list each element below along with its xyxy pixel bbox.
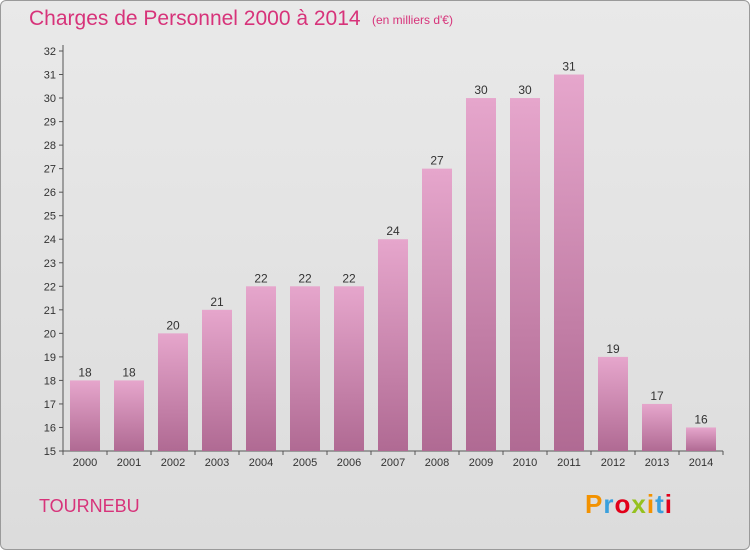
x-tick-label: 2001	[117, 457, 141, 469]
logo-letter: o	[614, 489, 632, 519]
y-tick-label: 21	[44, 305, 56, 317]
bar	[422, 168, 452, 451]
y-tick-label: 18	[44, 375, 56, 387]
data-label: 24	[386, 224, 400, 238]
y-tick-label: 26	[44, 187, 56, 199]
x-tick-label: 2000	[73, 457, 97, 469]
data-label: 17	[650, 389, 664, 403]
chart-subtitle: (en milliers d'€)	[372, 13, 453, 27]
logo-letter: r	[603, 489, 615, 519]
y-tick-label: 32	[44, 46, 56, 58]
bar	[290, 286, 320, 451]
data-label: 16	[694, 412, 708, 426]
y-tick-label: 16	[44, 422, 56, 434]
bar	[554, 74, 584, 451]
y-tick-label: 17	[44, 399, 56, 411]
x-tick-label: 2007	[381, 457, 405, 469]
x-tick-label: 2013	[645, 457, 669, 469]
bar	[378, 239, 408, 451]
y-tick-label: 27	[44, 164, 56, 176]
x-tick-label: 2003	[205, 457, 229, 469]
y-tick-label: 29	[44, 117, 56, 129]
data-label: 22	[298, 271, 312, 285]
bar	[246, 286, 276, 451]
x-tick-label: 2011	[557, 457, 581, 469]
data-labels: 18 18 20 21 22 22 22 24 27 30 30 31 19 17 16	[78, 60, 708, 427]
data-label: 31	[562, 60, 576, 74]
y-tick-label: 30	[44, 93, 56, 105]
x-tick-label: 2004	[249, 457, 273, 469]
y-tick-label: 20	[44, 328, 56, 340]
x-tick-label: 2005	[293, 457, 317, 469]
x-tick-label: 2006	[337, 457, 361, 469]
y-tick-label: 25	[44, 211, 56, 223]
data-label: 18	[122, 365, 136, 379]
y-tick-label: 24	[44, 234, 56, 246]
data-label: 18	[78, 365, 92, 379]
y-tick-label: 23	[44, 258, 56, 270]
y-tick-label: 15	[44, 446, 56, 458]
logo-letter: i	[664, 489, 673, 519]
logo-letter: x	[631, 489, 647, 519]
bar	[202, 309, 232, 451]
bar	[70, 380, 100, 451]
data-label: 22	[254, 271, 268, 285]
bar	[598, 356, 628, 451]
x-tick-label: 2008	[425, 457, 449, 469]
data-label: 19	[606, 342, 620, 356]
logo-letter: P	[585, 489, 604, 519]
data-label: 30	[474, 83, 488, 97]
bar	[642, 403, 672, 451]
x-tick-label: 2009	[469, 457, 493, 469]
data-label: 20	[166, 318, 180, 332]
data-label: 21	[210, 295, 224, 309]
bars	[70, 74, 716, 451]
y-tick-label: 22	[44, 281, 56, 293]
y-tick-label: 31	[44, 70, 56, 82]
bar	[686, 427, 716, 451]
x-tick-label: 2002	[161, 457, 185, 469]
bar	[158, 333, 188, 451]
proxiti-logo: Proxiti	[585, 489, 673, 520]
bar	[334, 286, 364, 451]
bar	[510, 98, 540, 451]
logo-letter: t	[655, 489, 665, 519]
x-tick-label: 2014	[689, 457, 713, 469]
data-label: 30	[518, 83, 532, 97]
y-tick-label: 28	[44, 140, 56, 152]
y-tick-label: 19	[44, 352, 56, 364]
data-label: 22	[342, 271, 356, 285]
x-tick-label: 2012	[601, 457, 625, 469]
bar	[114, 380, 144, 451]
commune-name: TOURNEBU	[39, 496, 140, 516]
bar	[466, 98, 496, 451]
logo-letter: i	[646, 489, 656, 519]
chart-title: Charges de Personnel 2000 à 2014	[29, 7, 361, 30]
data-label: 27	[430, 154, 444, 168]
x-tick-label: 2010	[513, 457, 537, 469]
